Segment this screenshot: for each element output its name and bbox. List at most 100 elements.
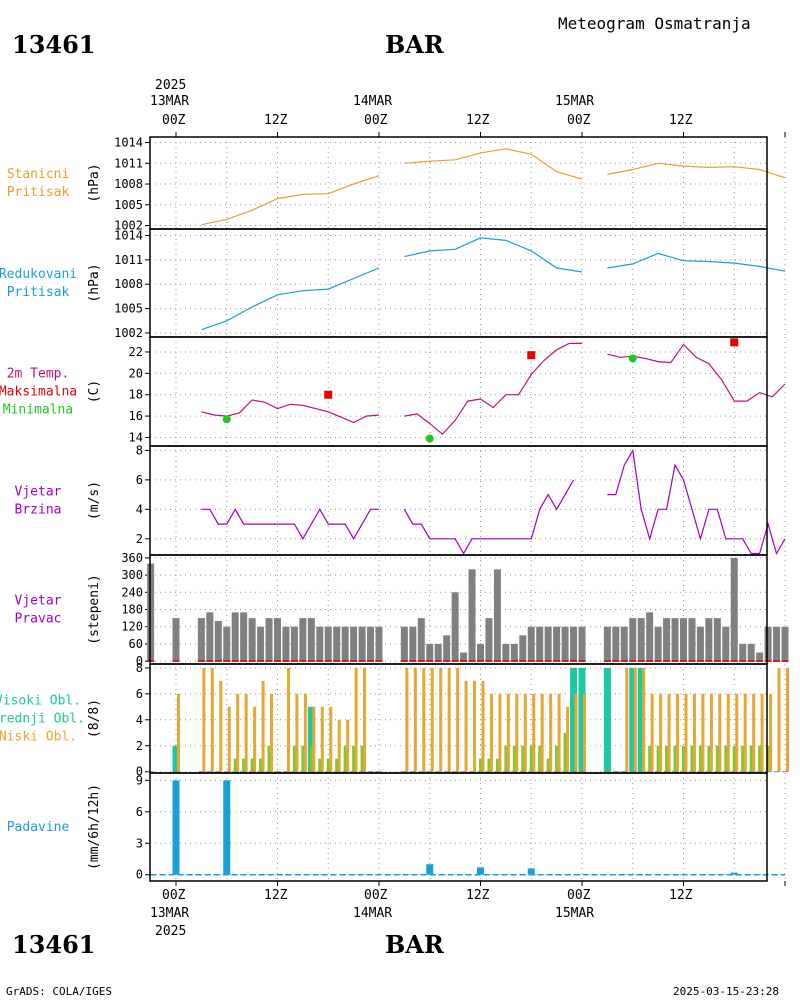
wind-dir-bar <box>620 626 628 662</box>
tmin-marker <box>222 415 231 424</box>
panel-label: Minimalna <box>3 403 73 418</box>
cloud-bar <box>286 667 290 772</box>
series-line <box>404 237 583 273</box>
y-tick-label: 9 <box>136 773 143 787</box>
panel-1 <box>145 228 786 338</box>
cloud-bar <box>629 667 637 772</box>
precip-bar <box>730 872 738 875</box>
panel-3 <box>145 445 786 556</box>
wind-dir-bar <box>663 618 671 662</box>
y-tick-label: 2 <box>136 532 143 546</box>
wind-dir-bar <box>358 626 366 662</box>
wind-dir-bar <box>781 626 789 662</box>
cloud-bar <box>574 693 578 772</box>
wind-dir-bar <box>324 626 332 662</box>
precip-bar <box>477 867 484 875</box>
cloud-bar <box>667 693 671 772</box>
top-axis-hour: 00Z <box>364 113 388 128</box>
cloud-bar <box>295 693 299 772</box>
y-axis-label: (hPa) <box>87 263 102 302</box>
wind-dir-bar <box>367 626 375 662</box>
panel-label: 2m Temp. <box>7 367 70 382</box>
cloud-bar <box>540 693 544 772</box>
cloud-bar <box>430 667 434 772</box>
cloud-bar <box>481 680 485 772</box>
panel-label: Pritisak <box>7 285 70 300</box>
footer-timestamp: 2025-03-15-23:28 <box>673 985 779 998</box>
wind-dir-bar <box>570 626 578 662</box>
cloud-bar <box>318 758 322 772</box>
top-axis-date: 14MAR <box>353 94 393 109</box>
cloud-bar <box>673 745 677 772</box>
panel-label: Maksimalna <box>0 385 77 400</box>
wind-dir-bar <box>612 626 620 662</box>
cloud-bar <box>495 758 499 772</box>
cloud-bar <box>648 745 652 772</box>
panel-label: Pravac <box>15 612 62 627</box>
wind-dir-bar <box>485 618 493 662</box>
wind-dir-bar <box>248 618 256 662</box>
series-line <box>607 162 786 179</box>
cloud-bar <box>521 745 525 772</box>
cloud-bar <box>320 706 324 772</box>
wind-dir-bar <box>257 626 265 662</box>
series-line <box>201 399 380 424</box>
cloud-bar <box>504 745 508 772</box>
cloud-bar <box>343 745 347 772</box>
top-axis-year: 2025 <box>155 78 187 93</box>
wind-dir-bar <box>451 592 459 662</box>
y-axis-label: (stepeni) <box>87 574 102 644</box>
cloud-bar <box>473 680 477 772</box>
cloud-bar <box>743 693 747 772</box>
wind-dir-bar <box>544 626 552 662</box>
cloud-bar <box>456 667 460 772</box>
panel-label: Visoki Obl. <box>0 694 81 709</box>
cloud-bar <box>312 706 316 772</box>
cloud-bar <box>555 745 559 772</box>
wind-dir-bar <box>460 652 468 662</box>
wind-dir-bar <box>400 626 408 662</box>
wind-dir-bar <box>696 626 704 662</box>
cloud-bar <box>261 680 265 772</box>
wind-dir-bar <box>333 626 341 662</box>
cloud-bar <box>532 693 536 772</box>
bottom-axis-date: 14MAR <box>353 906 393 921</box>
wind-dir-bar <box>172 618 180 662</box>
cloud-bar <box>758 745 762 772</box>
cloud-bar <box>633 667 637 772</box>
wind-dir-bar <box>671 618 679 662</box>
precip-bar <box>527 868 535 875</box>
tmax-marker <box>527 351 536 360</box>
bottom-axis-date: 15MAR <box>555 906 595 921</box>
series-line <box>607 343 786 402</box>
y-tick-label: 4 <box>136 502 143 516</box>
y-tick-label: 0 <box>136 868 143 882</box>
wind-dir-bar <box>468 569 476 662</box>
cloud-bar <box>566 706 570 772</box>
precip-bar <box>223 780 231 875</box>
cloud-bar <box>701 693 705 772</box>
panel-label: Vjetar <box>15 485 62 500</box>
cloud-bar <box>665 745 669 772</box>
cloud-bar <box>557 693 561 772</box>
y-tick-label: 240 <box>121 585 143 599</box>
cloud-bar <box>352 745 356 772</box>
wind-dir-bar <box>434 643 442 662</box>
cloud-bar <box>563 732 567 772</box>
wind-dir-bar <box>409 626 417 662</box>
cloud-bar <box>726 693 730 772</box>
wind-dir-bar <box>646 612 654 662</box>
wind-dir-bar <box>341 626 349 662</box>
cloud-bar <box>405 667 409 772</box>
wind-dir-bar <box>375 626 383 662</box>
panel-label: Srednji Obl. <box>0 712 85 727</box>
tmax-marker <box>730 338 739 347</box>
y-tick-label: 1011 <box>114 156 143 170</box>
y-axis-label: (m/s) <box>87 481 102 520</box>
cloud-bar <box>202 667 206 772</box>
y-tick-label: 6 <box>136 805 143 819</box>
y-tick-label: 1002 <box>114 219 143 233</box>
cloud-bar <box>413 667 417 772</box>
cloud-bar <box>489 693 493 772</box>
y-axis-label: (8/8) <box>87 699 102 738</box>
